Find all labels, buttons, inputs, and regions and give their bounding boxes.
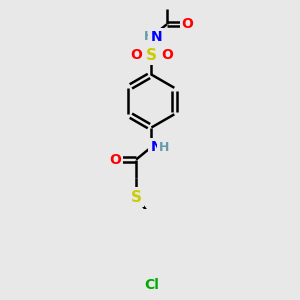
Text: H: H [143, 30, 154, 44]
Text: O: O [161, 48, 173, 62]
Text: S: S [146, 48, 157, 63]
Text: N: N [151, 140, 162, 154]
Text: S: S [130, 190, 142, 205]
Text: N: N [151, 30, 162, 44]
Text: O: O [130, 48, 142, 62]
Text: Cl: Cl [144, 278, 159, 292]
Text: O: O [109, 153, 121, 166]
Text: H: H [159, 140, 169, 154]
Text: O: O [182, 17, 194, 32]
